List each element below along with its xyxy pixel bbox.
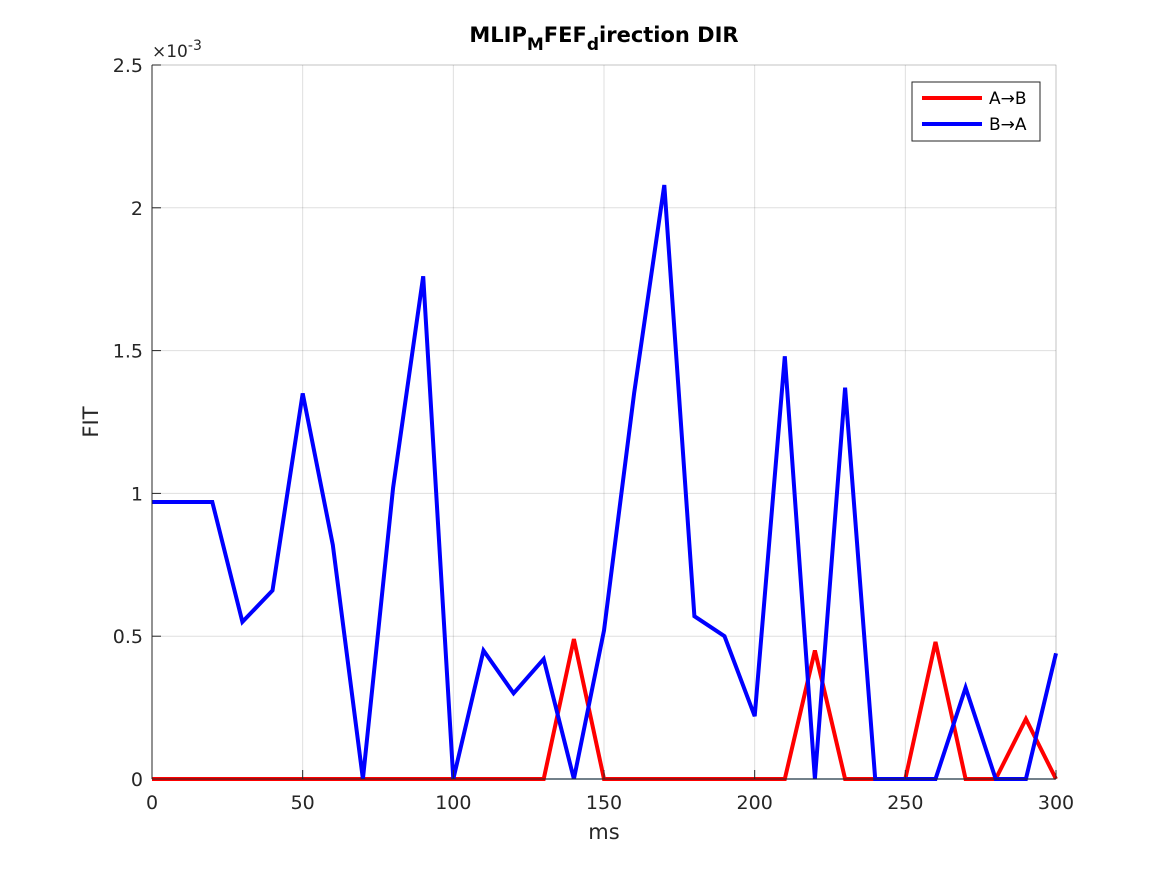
y-ticks: 0 0.5 1 1.5 2 2.5 (113, 55, 161, 791)
legend-label-a-to-b: A→B (989, 89, 1027, 109)
title-part-mid: FEF (544, 23, 587, 47)
title-part-tail: irection DIR (599, 23, 739, 47)
x-tick-label: 100 (435, 792, 471, 814)
x-tick-label: 0 (146, 792, 158, 814)
legend-box (911, 81, 1041, 142)
plot-area (152, 65, 1056, 779)
chart-title: MLIPMFEFdirection DIR (469, 23, 738, 55)
x-tick-label: 300 (1038, 792, 1074, 814)
y-exponent-power: -3 (188, 38, 202, 54)
title-subscript-1: M (527, 35, 544, 55)
title-part-main: MLIP (469, 23, 526, 47)
x-tick-label: 250 (887, 792, 923, 814)
legend-label-b-to-a: B→A (989, 115, 1027, 135)
x-tick-label: 200 (737, 792, 773, 814)
x-ticks: 0 50 100 150 200 250 300 (146, 770, 1074, 814)
y-tick-label: 0.5 (113, 626, 143, 648)
y-tick-label: 2.5 (113, 55, 143, 77)
legend: A→B B→A (911, 81, 1041, 142)
y-tick-label: 1 (131, 483, 143, 505)
y-exponent-label: ×10-3 (152, 38, 202, 62)
y-tick-label: 0 (131, 769, 143, 791)
x-tick-label: 150 (586, 792, 622, 814)
y-exponent-base: ×10 (152, 42, 188, 62)
x-tick-label: 50 (291, 792, 315, 814)
title-subscript-2: d (587, 35, 599, 55)
x-axis-label: ms (588, 820, 619, 844)
y-tick-label: 2 (131, 198, 143, 220)
y-axis-label: FIT (79, 406, 103, 437)
y-tick-label: 1.5 (113, 341, 143, 363)
